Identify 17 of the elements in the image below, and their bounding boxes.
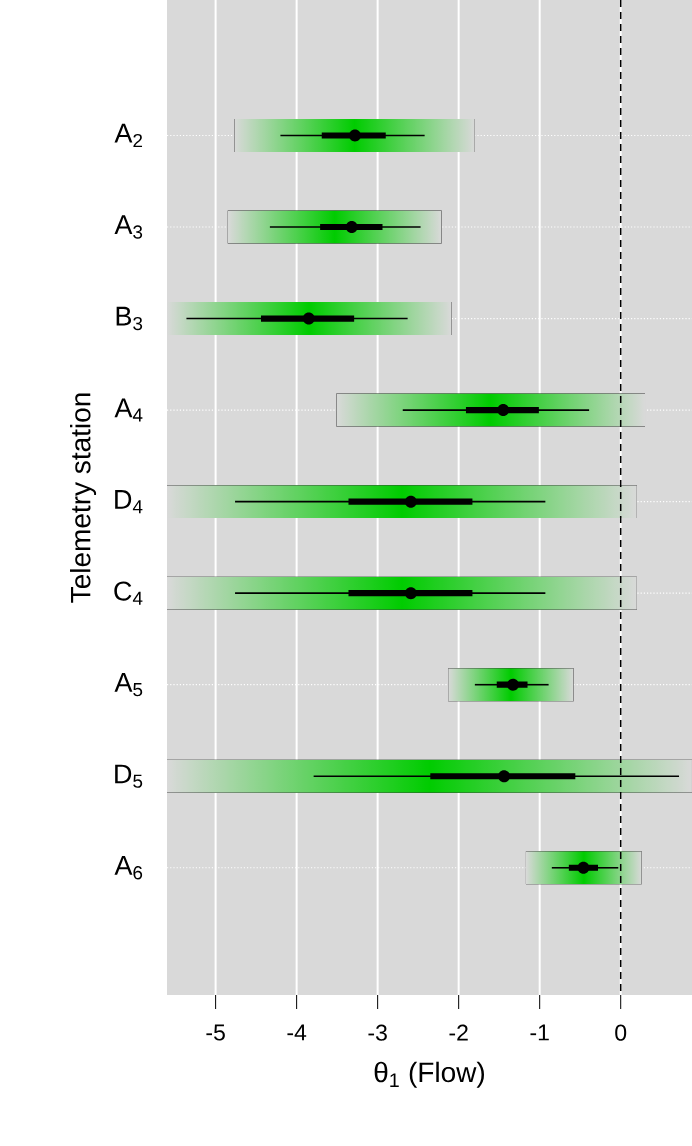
y-axis-title: Telemetry station <box>70 393 97 603</box>
y-tick-label: D$_{5}$ <box>115 764 143 788</box>
y-tick-label: A$_{6}$ <box>114 856 143 880</box>
y-tick-label: C$_{4}$ <box>114 581 143 605</box>
y-tick-label: D$_{4}$ <box>115 490 143 514</box>
y-tick-label: A$_{2}$ <box>114 123 143 148</box>
x-axis-title: θ$_{1}$ (Flow) <box>374 1061 485 1088</box>
x-tick-label: -2 <box>449 1024 468 1041</box>
y-tick-label: B$_{3}$ <box>116 306 143 331</box>
x-tick-label: -5 <box>206 1024 225 1041</box>
x-tick-label: -1 <box>530 1024 549 1041</box>
y-tick-label: A$_{5}$ <box>114 673 143 697</box>
y-tick-label: A$_{4}$ <box>114 398 143 422</box>
x-tick-label: -4 <box>287 1024 307 1041</box>
x-tick-label: -3 <box>368 1024 387 1041</box>
y-tick-label: A$_{3}$ <box>114 215 143 239</box>
x-tick-label: 0 <box>615 1024 627 1041</box>
